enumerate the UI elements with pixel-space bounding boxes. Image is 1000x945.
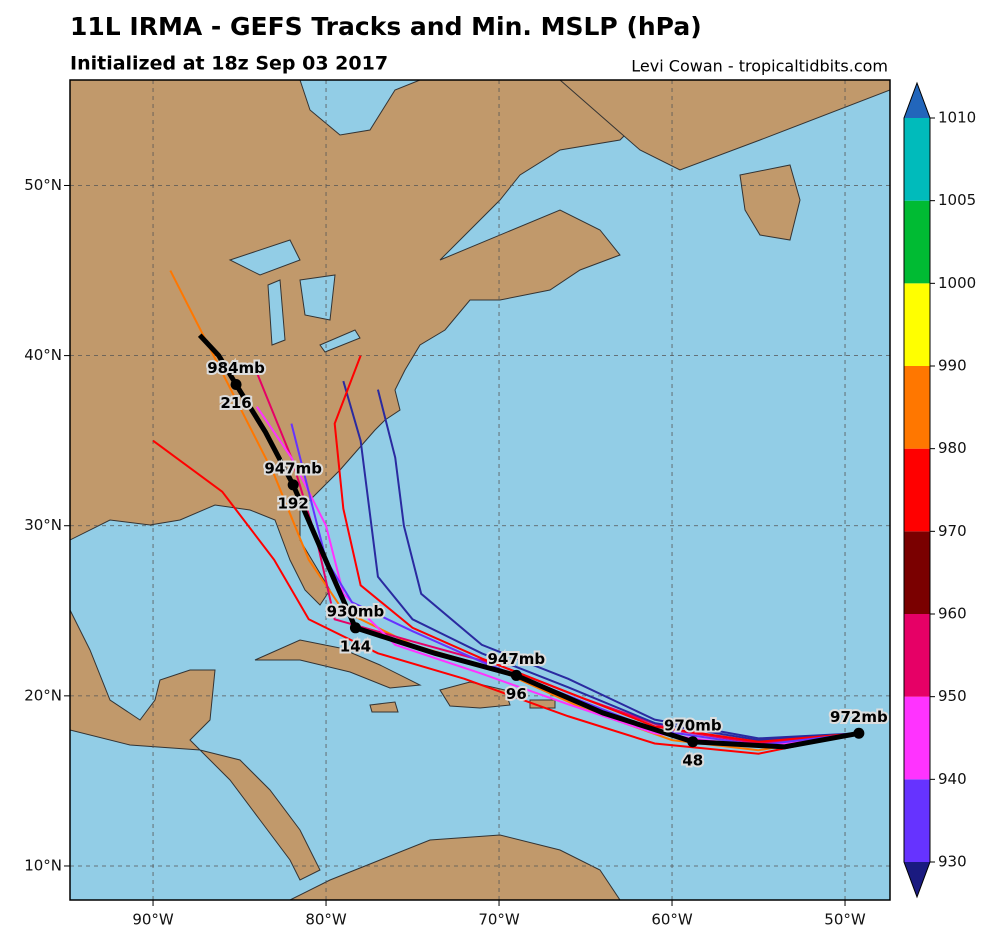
hour-label: 216: [220, 394, 251, 412]
colorbar-label: 930: [938, 853, 967, 871]
lake-erie: [319, 329, 361, 353]
colorbar-segment: [904, 283, 930, 366]
colorbar-label: 970: [938, 522, 967, 540]
lake-huron: [299, 274, 336, 321]
track-point: [349, 622, 361, 634]
y-tick-label: 50°N: [24, 176, 62, 194]
hour-label: 144: [340, 637, 371, 655]
map-area: 972mb 970mb 48 947mb 96 930mb 144 947mb 192 984mb…: [70, 80, 890, 900]
labrador: [559, 80, 890, 171]
colorbar-segment: [904, 531, 930, 614]
colorbar: 930 940 950 960 970 980 990 1000 1005 1010: [903, 81, 976, 899]
pressure-label: 972mb: [830, 708, 888, 726]
south-america: [289, 834, 621, 900]
pressure-label: 930mb: [327, 602, 385, 620]
colorbar-label: 1000: [938, 274, 976, 292]
x-tick-label: 90°W: [132, 911, 174, 929]
jamaica: [369, 701, 399, 713]
track-point: [287, 479, 299, 491]
ensemble-track: [290, 423, 859, 747]
track-point: [853, 727, 865, 739]
great-lakes: [228, 239, 361, 353]
graticule: [70, 80, 890, 900]
colorbar-segment: [904, 366, 930, 449]
ensemble-track: [152, 439, 860, 755]
colorbar-segment: [904, 448, 930, 532]
colorbar-under: [904, 862, 930, 897]
land: [70, 80, 890, 900]
colorbar-label: 960: [938, 605, 967, 623]
ensemble-track: [255, 372, 859, 745]
hour-label: 192: [278, 494, 309, 512]
colorbar-label: 990: [938, 357, 967, 375]
hour-label: 96: [506, 685, 527, 703]
colorbar-segment: [904, 614, 930, 697]
y-tick-label: 40°N: [24, 346, 62, 364]
x-tick-label: 70°W: [478, 911, 520, 929]
credit: Levi Cowan - tropicaltidbits.com: [631, 57, 888, 76]
colorbar-segment: [904, 118, 930, 201]
x-tick-label: 50°W: [824, 911, 866, 929]
title: 11L IRMA - GEFS Tracks and Min. MSLP (hP…: [70, 12, 702, 41]
map-frame: [69, 79, 891, 901]
colorbar-segment: [904, 779, 930, 862]
colorbar-segment: [904, 696, 930, 780]
pressure-label: 947mb: [487, 650, 545, 668]
x-tick-label: 60°W: [651, 911, 693, 929]
colorbar-segment: [904, 200, 930, 284]
ensemble-track: [342, 380, 859, 742]
track-point: [687, 736, 699, 748]
track-point: [230, 379, 242, 391]
colorbar-label: 1010: [938, 109, 976, 127]
pressure-label: 970mb: [664, 716, 722, 734]
puerto-rico: [529, 699, 556, 709]
y-tick-label: 20°N: [24, 686, 62, 704]
subtitle: Initialized at 18z Sep 03 2017: [70, 53, 388, 75]
colorbar-label: 950: [938, 687, 967, 705]
hour-label: 48: [682, 751, 703, 769]
colorbar-label: 980: [938, 439, 967, 457]
pressure-label: 984mb: [207, 359, 265, 377]
y-tick-label: 10°N: [24, 856, 62, 874]
ensemble-track: [333, 355, 859, 743]
tracks: 972mb 970mb 48 947mb 96 930mb 144 947mb 192 984mb…: [152, 270, 890, 771]
cuba: [254, 639, 422, 689]
colorbar-over: [904, 83, 930, 118]
colorbar-label: 940: [938, 770, 967, 788]
pressure-label: 947mb: [264, 459, 322, 477]
lake-michigan: [267, 279, 286, 346]
newfoundland: [739, 164, 801, 241]
x-tick-label: 80°W: [305, 911, 347, 929]
y-tick-label: 30°N: [24, 516, 62, 534]
central-america: [70, 609, 321, 881]
axes: 90°W 80°W 70°W 60°W 50°W 10°N 20°N 30°N 40°N 50°N: [24, 176, 866, 929]
ensemble-track: [376, 389, 859, 740]
colorbar-label: 1005: [938, 191, 976, 209]
lake-superior: [228, 239, 301, 276]
track-point: [510, 669, 522, 681]
